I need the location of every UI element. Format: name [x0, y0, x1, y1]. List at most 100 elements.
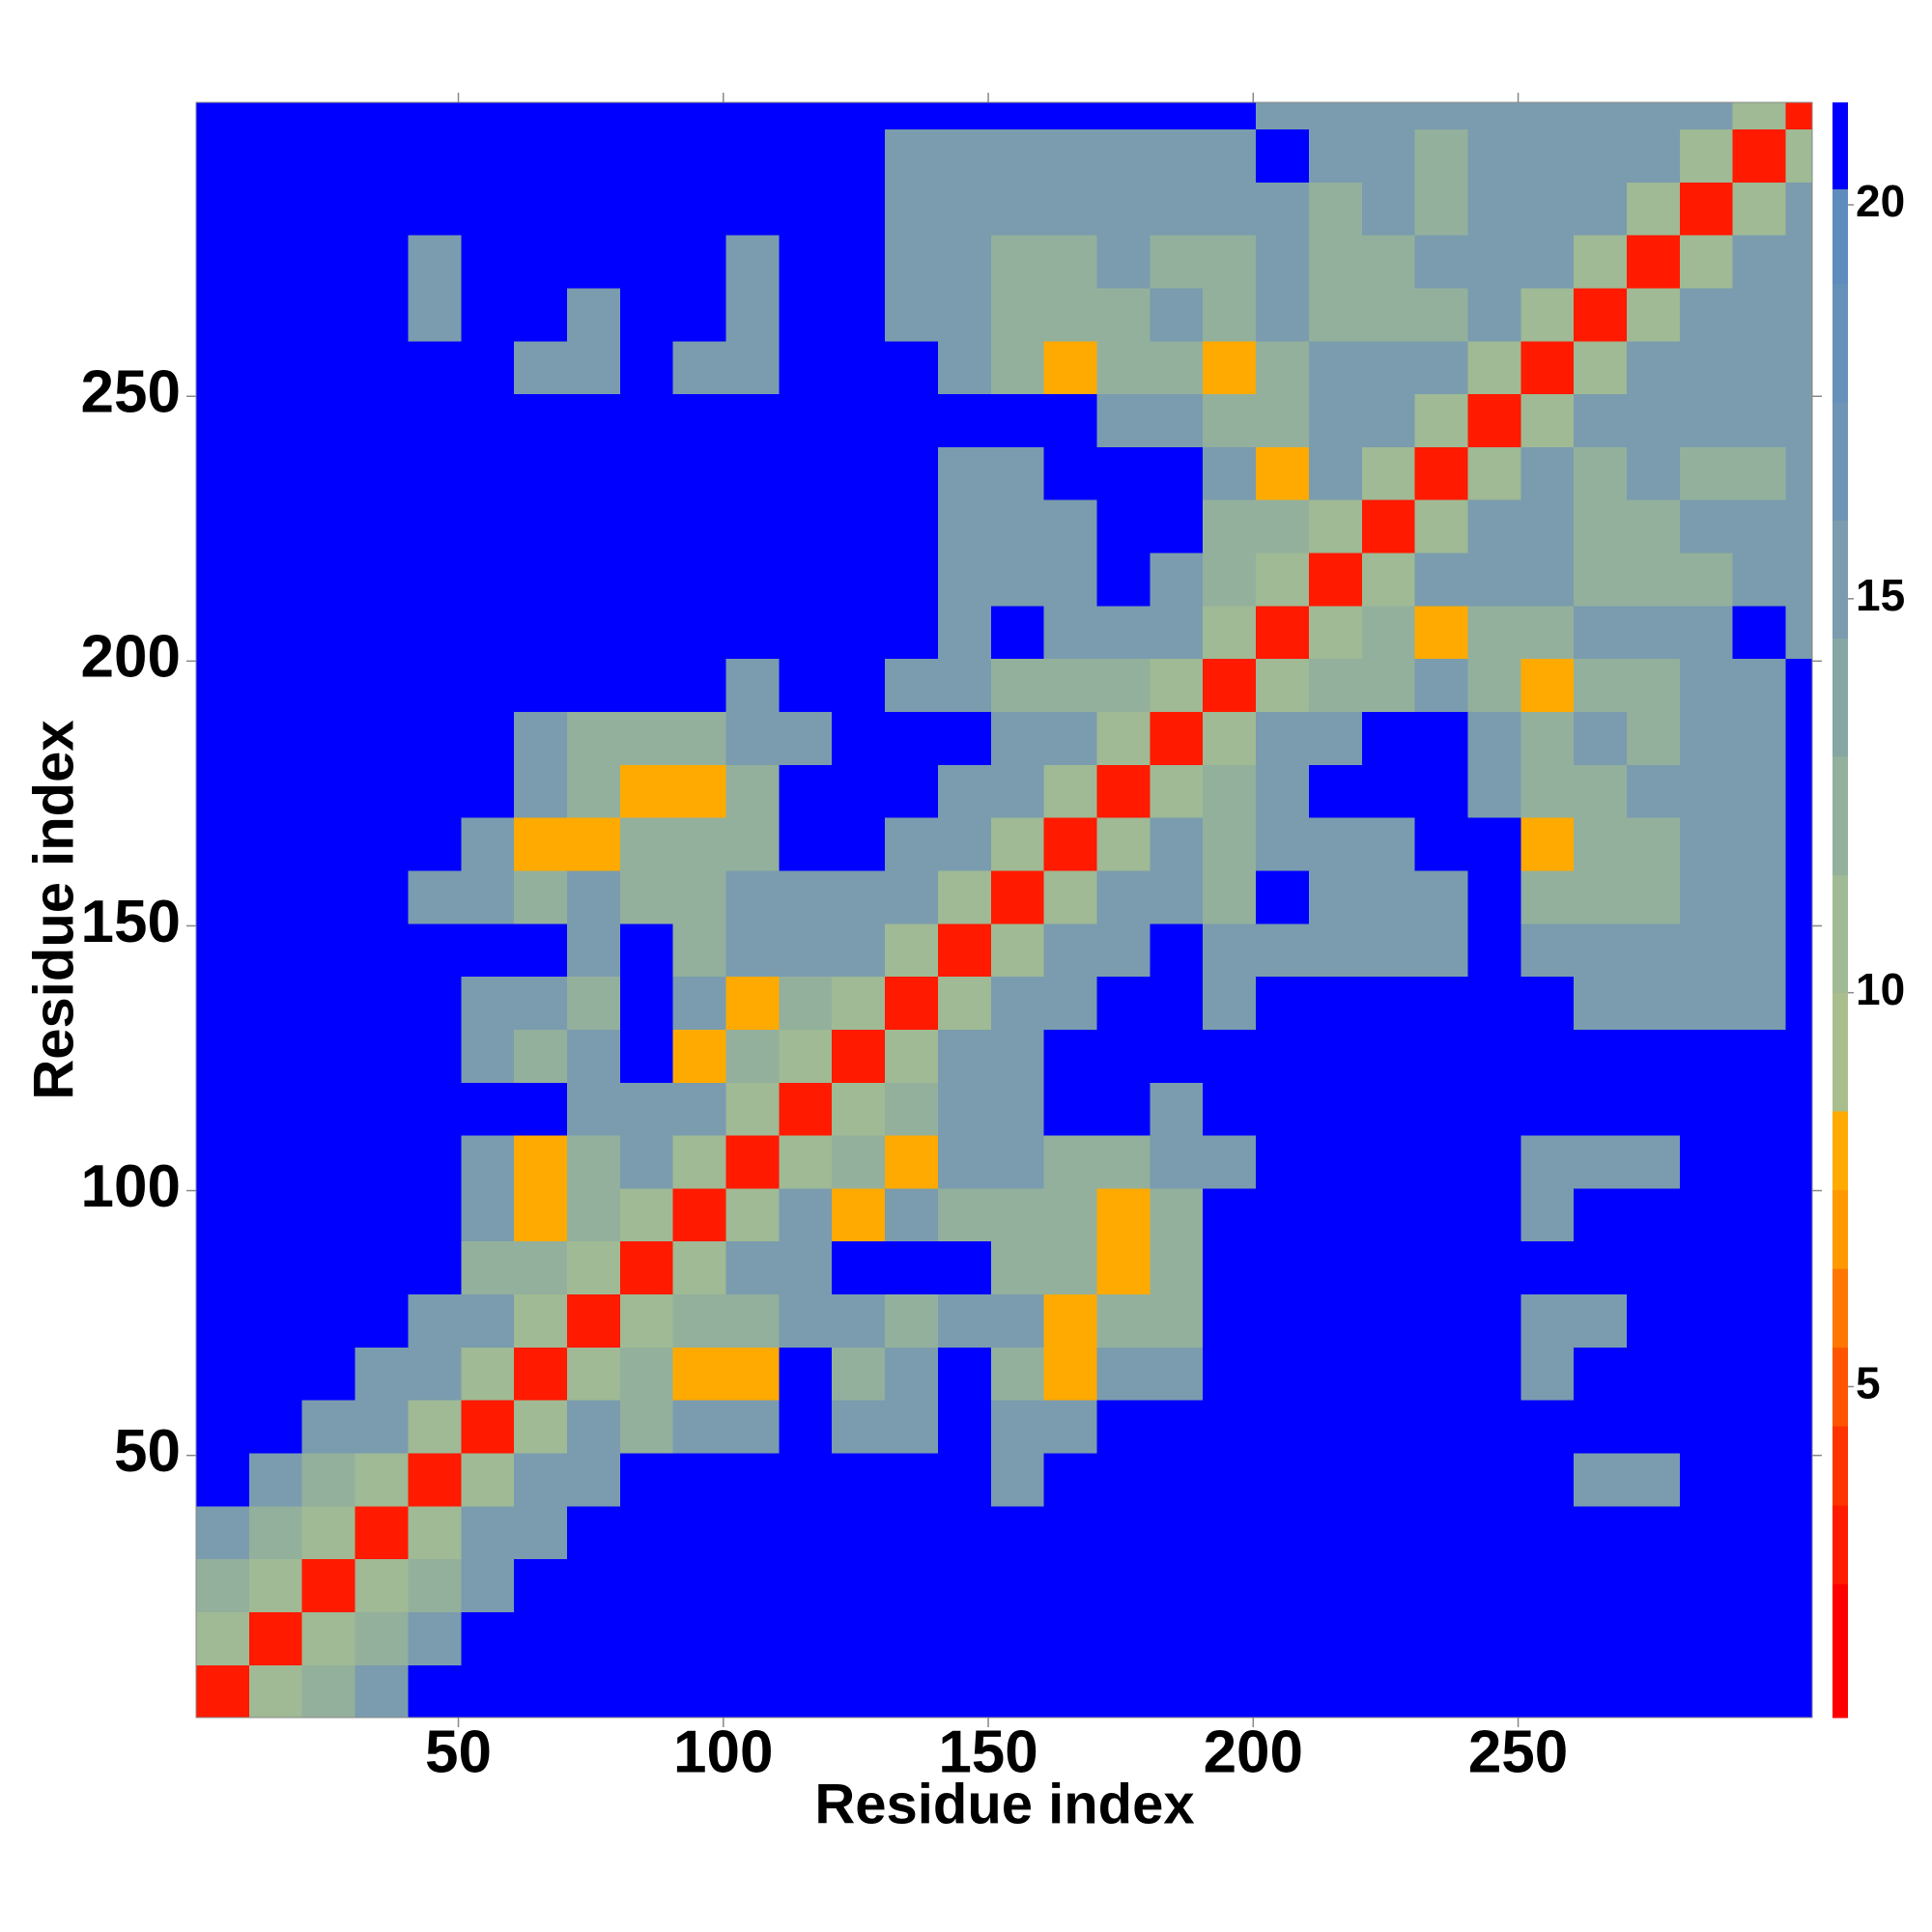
- heatmap-cell: [196, 1029, 250, 1083]
- heatmap-cell: [779, 182, 833, 236]
- heatmap-cell: [672, 1082, 727, 1136]
- heatmap-cell: [832, 340, 886, 395]
- heatmap-cell: [937, 817, 992, 871]
- heatmap-cell: [725, 1664, 780, 1719]
- heatmap-cell: [1150, 605, 1204, 660]
- heatmap-cell: [832, 764, 886, 818]
- heatmap-cell: [672, 605, 727, 660]
- heatmap-cell: [1627, 499, 1681, 554]
- heatmap-cell: [672, 182, 727, 236]
- heatmap-cell: [1308, 1240, 1363, 1295]
- heatmap-cell: [1256, 923, 1310, 978]
- heatmap-cell: [461, 1400, 515, 1454]
- heatmap-cell: [885, 869, 939, 924]
- heatmap-cell: [832, 235, 886, 289]
- heatmap-cell: [248, 552, 303, 607]
- heatmap-cell: [1096, 393, 1151, 447]
- heatmap-cell: [1308, 1347, 1363, 1401]
- heatmap-cell: [514, 128, 568, 183]
- heatmap-cell: [566, 976, 621, 1030]
- heatmap-cell: [408, 182, 462, 236]
- heatmap-cell: [196, 499, 250, 554]
- heatmap-cell: [1627, 1664, 1681, 1719]
- heatmap-cell: [1520, 1029, 1575, 1083]
- heatmap-cell: [566, 1558, 621, 1612]
- heatmap-cell: [1785, 1293, 1813, 1348]
- heatmap-cell: [461, 1664, 515, 1719]
- heatmap-cell: [1467, 869, 1521, 924]
- heatmap-cell: [514, 976, 568, 1030]
- heatmap-cell: [301, 1347, 356, 1401]
- heatmap-cell: [1150, 1240, 1204, 1295]
- heatmap-cell: [1627, 869, 1681, 924]
- heatmap-cell: [514, 102, 568, 130]
- heatmap-cell: [248, 1082, 303, 1136]
- heatmap-cell: [725, 1029, 780, 1083]
- heatmap-cell: [355, 658, 410, 713]
- heatmap-cell: [514, 182, 568, 236]
- heatmap-cell: [990, 393, 1045, 447]
- heatmap-cell: [619, 499, 674, 554]
- heatmap-cell: [1679, 1187, 1734, 1242]
- heatmap-cell: [1574, 1029, 1628, 1083]
- heatmap-cell: [514, 1187, 568, 1242]
- heatmap-cell: [779, 1611, 833, 1665]
- heatmap-cell: [619, 1452, 674, 1507]
- y-tick-label: 250: [81, 359, 181, 426]
- heatmap-cell: [1467, 1664, 1521, 1719]
- heatmap-cell: [1785, 102, 1813, 130]
- heatmap-cell: [1679, 499, 1734, 554]
- heatmap-cell: [1732, 1611, 1787, 1665]
- heatmap-cell: [779, 1347, 833, 1401]
- heatmap-cell: [725, 1082, 780, 1136]
- heatmap-cell: [1414, 393, 1469, 447]
- heatmap-cell: [1574, 1664, 1628, 1719]
- heatmap-cell: [1679, 764, 1734, 818]
- heatmap-cell: [1043, 1452, 1098, 1507]
- heatmap-cell: [1361, 499, 1416, 554]
- heatmap-cell: [832, 817, 886, 871]
- heatmap-cell: [1574, 1452, 1628, 1507]
- heatmap-cell: [514, 552, 568, 607]
- heatmap-cell: [1150, 446, 1204, 500]
- heatmap-cell: [355, 1611, 410, 1665]
- heatmap-cell: [1203, 182, 1257, 236]
- heatmap-cell: [248, 658, 303, 713]
- heatmap-cell: [1467, 446, 1521, 500]
- heatmap-cell: [355, 764, 410, 818]
- heatmap-cell: [1520, 1611, 1575, 1665]
- heatmap-cell: [301, 658, 356, 713]
- heatmap-cell: [832, 923, 886, 978]
- heatmap-cell: [408, 340, 462, 395]
- heatmap-cell: [779, 976, 833, 1030]
- heatmap-cell: [1679, 1240, 1734, 1295]
- colorbar-segment: [1833, 1426, 1848, 1506]
- heatmap-cell: [1256, 102, 1310, 130]
- heatmap-cell: [672, 764, 727, 818]
- heatmap-cell: [832, 393, 886, 447]
- heatmap-cell: [1785, 499, 1813, 554]
- heatmap-cell: [937, 235, 992, 289]
- heatmap-cell: [885, 976, 939, 1030]
- heatmap-cell: [1574, 658, 1628, 713]
- heatmap-cell: [1096, 1187, 1151, 1242]
- heatmap-cell: [990, 1134, 1045, 1189]
- heatmap-cell: [1627, 1187, 1681, 1242]
- heatmap-cell: [672, 1505, 727, 1560]
- heatmap-cell: [355, 102, 410, 130]
- heatmap-cell: [301, 817, 356, 871]
- heatmap-cell: [1414, 869, 1469, 924]
- heatmap-cell: [1256, 287, 1310, 342]
- heatmap-cell: [1785, 869, 1813, 924]
- heatmap-cell: [1679, 552, 1734, 607]
- heatmap-cell: [1256, 235, 1310, 289]
- heatmap-cell: [1627, 235, 1681, 289]
- heatmap-cell: [1361, 552, 1416, 607]
- heatmap-cell: [619, 1240, 674, 1295]
- heatmap-cell: [1203, 658, 1257, 713]
- heatmap-cell: [725, 1134, 780, 1189]
- heatmap-cell: [1308, 869, 1363, 924]
- heatmap-cell: [832, 1134, 886, 1189]
- heatmap-cell: [1574, 235, 1628, 289]
- heatmap-cell: [885, 1347, 939, 1401]
